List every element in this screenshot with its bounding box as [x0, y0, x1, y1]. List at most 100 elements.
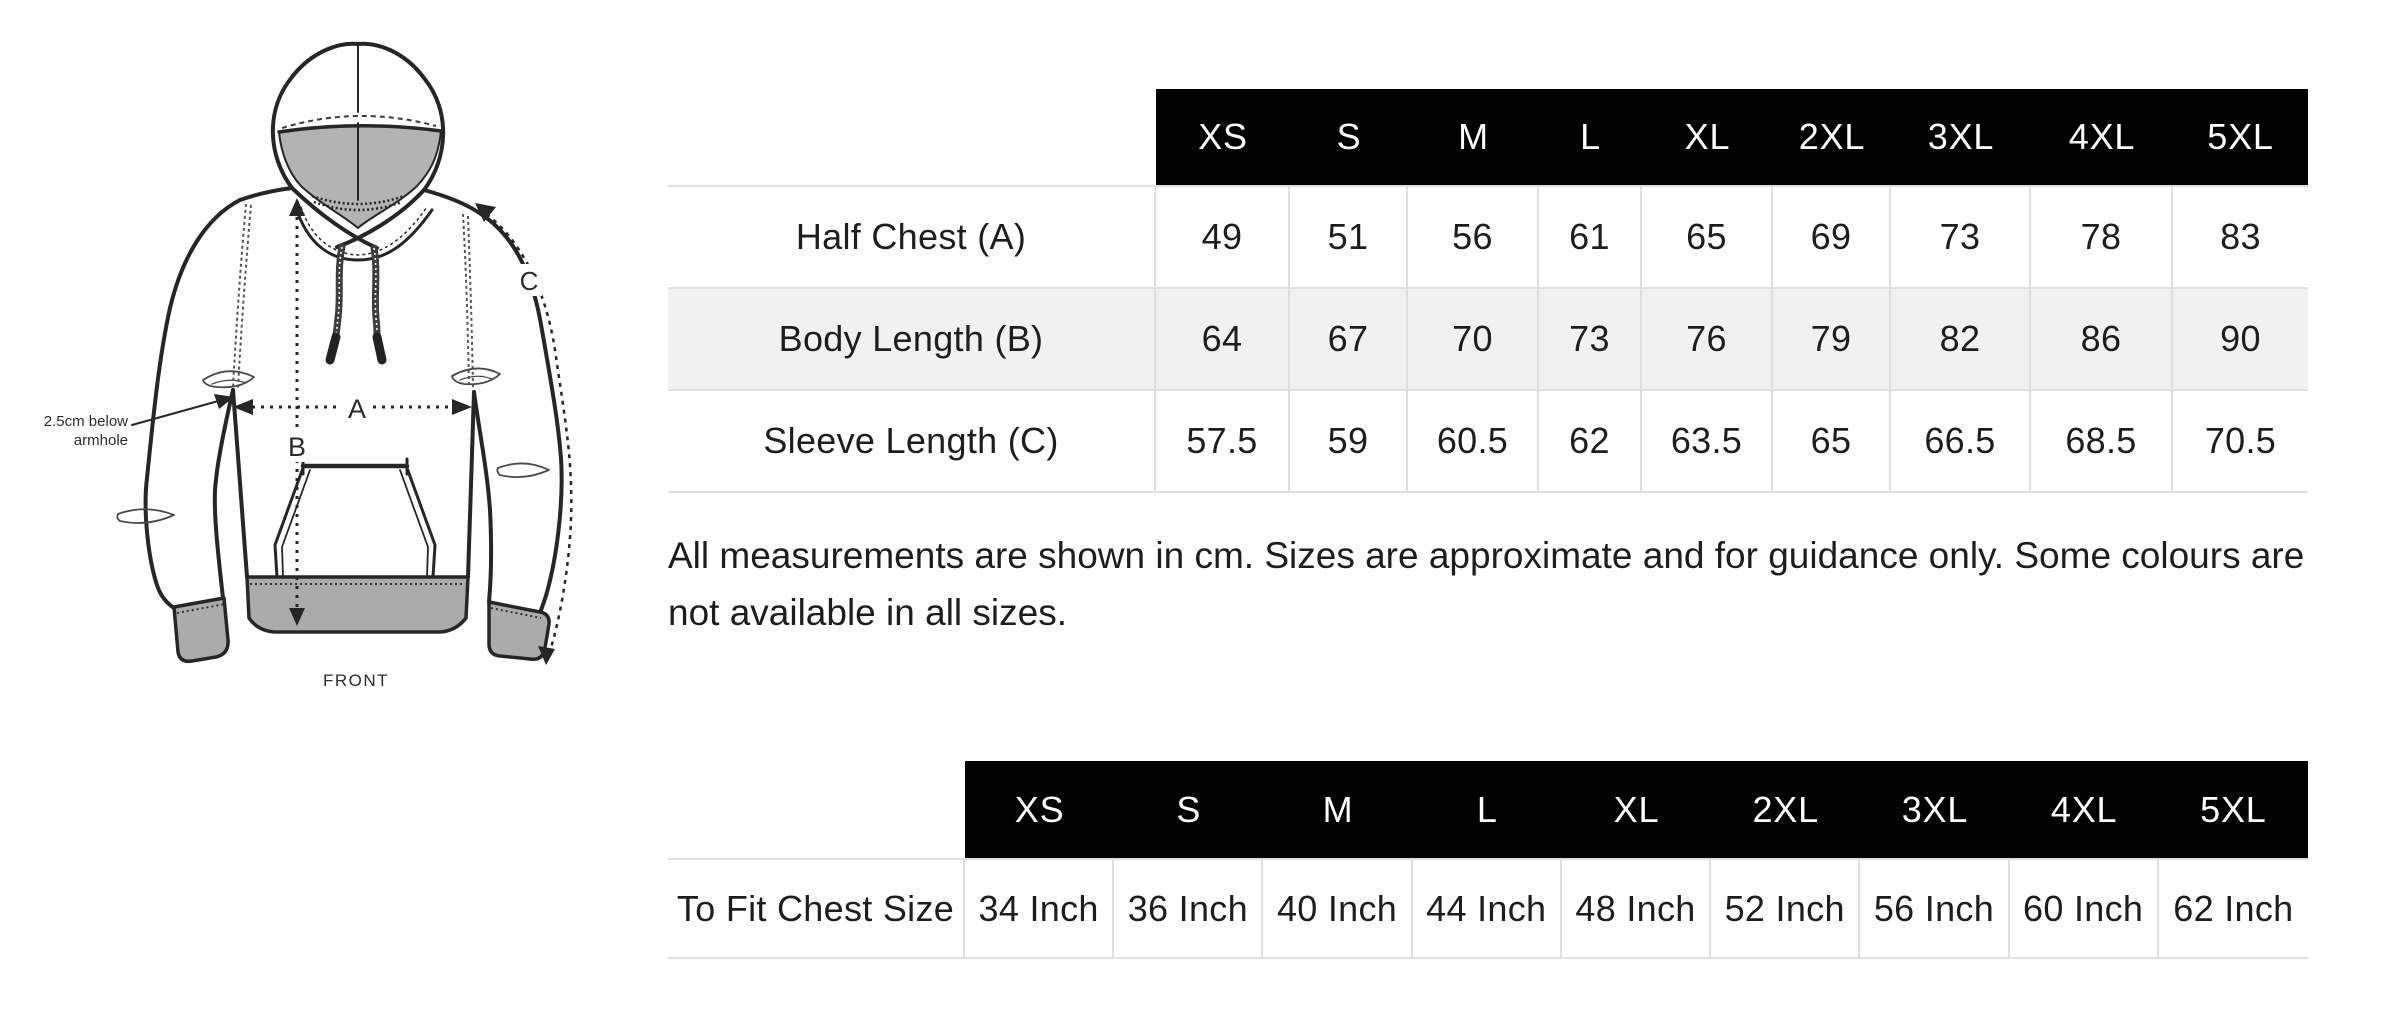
- size-col-header-xl: XL: [1561, 761, 1712, 858]
- chest-size-cell: 62 Inch: [2173, 887, 2294, 929]
- size-col-header-m: M: [1263, 761, 1413, 858]
- measurement-cell: 63.5: [1642, 391, 1773, 491]
- right-armpit-fold2: [459, 375, 493, 381]
- sleeve-length-row: Sleeve Length (C) 57.5 59 60.5 62 63.5 6…: [668, 389, 2308, 493]
- size-col-header-l: L: [1412, 761, 1562, 858]
- right-cuff-stitch: [490, 607, 542, 619]
- measure-c-label: C: [520, 266, 539, 296]
- hood-rim: [277, 123, 443, 134]
- size-col-header-xs: XS: [965, 761, 1115, 858]
- size-col-header-4xl: 4XL: [2009, 761, 2159, 858]
- size-col-header-m: M: [1408, 89, 1539, 185]
- hoodie-body: [233, 188, 478, 577]
- right-armpit-fold: [451, 367, 501, 386]
- chest-size-cell: 56 Inch: [1860, 860, 2010, 957]
- half-chest-row: Half Chest (A) 49 51 56 61 65 69 73 78 8…: [668, 185, 2308, 287]
- measurement-cell: 90: [2220, 318, 2261, 359]
- right-cuff: [487, 600, 551, 662]
- size-col-header-xs: XS: [1156, 89, 1290, 185]
- measurement-cell: 65: [1773, 391, 1891, 491]
- measurement-cell: 64: [1156, 289, 1290, 389]
- armhole-leader-arrow: [214, 394, 234, 409]
- armhole-note-line1: 2.5cm below: [44, 413, 128, 430]
- row-label: Body Length (B): [668, 289, 1156, 389]
- measure-c-arrow-top: [475, 203, 496, 222]
- right-drawstring-texture: [373, 247, 378, 335]
- chest-size-cell: 52 Inch: [1711, 860, 1861, 957]
- hood-outline: [270, 41, 446, 192]
- measure-b-label-bg: [283, 428, 311, 462]
- pocket-left-slant-stitch: [281, 469, 311, 578]
- measure-b-label: B: [288, 432, 306, 462]
- right-side-seam: [466, 390, 476, 579]
- sizing-note: All measurements are shown in cm. Sizes …: [668, 527, 2368, 641]
- chest-size-cell: 60 Inch: [2010, 860, 2159, 957]
- measurement-cell: 82: [1891, 289, 2031, 389]
- measurement-cell: 83: [2220, 216, 2261, 257]
- to-fit-chest-row: To Fit Chest Size 34 Inch 36 Inch 40 Inc…: [668, 858, 2308, 959]
- chest-table-header-spacer: [668, 761, 965, 858]
- measurement-cell: 57.5: [1156, 391, 1290, 491]
- pocket-right-slant-stitch: [399, 469, 429, 578]
- right-armhole-stitch2: [462, 213, 470, 389]
- size-col-header-2xl: 2XL: [1711, 761, 1861, 858]
- left-drawstring-tip: [325, 332, 341, 365]
- measure-a-arrow-left: [233, 399, 253, 415]
- right-sleeve-fold: [496, 462, 550, 479]
- size-col-header-2xl: 2XL: [1773, 89, 1891, 185]
- row-label: To Fit Chest Size: [668, 860, 965, 957]
- measurement-cell: 78: [2031, 187, 2173, 287]
- right-sleeve-inner: [472, 390, 494, 604]
- measure-a-label: A: [348, 394, 366, 424]
- hoodie-measurement-diagram: A B C 2.5cm below armhole FRONT: [44, 41, 573, 690]
- measurement-cell: 73: [1539, 289, 1642, 389]
- left-armpit-fold2: [211, 379, 247, 385]
- cm-measurements-table: XS S M L XL 2XL 3XL 4XL 5XL Half Chest (…: [668, 89, 2308, 493]
- chest-size-cell: 48 Inch: [1562, 860, 1712, 957]
- measurement-cell: 49: [1156, 187, 1290, 287]
- measurement-cell: 67: [1290, 289, 1408, 389]
- row-label: Half Chest (A): [668, 187, 1156, 287]
- armhole-leader-line: [131, 399, 223, 426]
- front-label: FRONT: [323, 671, 389, 690]
- chest-size-table: XS S M L XL 2XL 3XL 4XL 5XL To Fit Chest…: [668, 761, 2308, 959]
- size-col-header-5xl: 5XL: [2158, 761, 2308, 858]
- cm-table-header-spacer: [668, 89, 1156, 185]
- measurement-cell: 51: [1290, 187, 1408, 287]
- measurement-cell: 70.5: [2204, 420, 2277, 461]
- measurement-cell: 73: [1891, 187, 2031, 287]
- measurement-cell: 86: [2031, 289, 2173, 389]
- measurement-cell: 56: [1408, 187, 1539, 287]
- measure-c-label-bg: [516, 264, 542, 296]
- armhole-note-line2: armhole: [74, 432, 128, 449]
- measurement-cell: 62: [1539, 391, 1642, 491]
- chest-size-cell: 44 Inch: [1413, 860, 1562, 957]
- measurement-cell: 59: [1290, 391, 1408, 491]
- size-col-header-4xl: 4XL: [2031, 89, 2173, 185]
- body-length-row: Body Length (B) 64 67 70 73 76 79 82 86 …: [668, 287, 2308, 389]
- right-drawstring-tip: [372, 332, 387, 365]
- hood-lining-hem-stitch: [311, 194, 405, 206]
- size-col-header-s: S: [1114, 761, 1264, 858]
- hood-crown-stitch: [281, 114, 437, 129]
- size-col-header-xl: XL: [1642, 89, 1773, 185]
- measurement-cell: 76: [1642, 289, 1773, 389]
- cm-table-header-row: XS S M L XL 2XL 3XL 4XL 5XL: [668, 89, 2308, 185]
- measurement-cell: 70: [1408, 289, 1539, 389]
- measure-b-arrow-bottom: [289, 608, 305, 626]
- left-cuff-stitch: [176, 603, 226, 614]
- left-armhole-stitch2: [237, 204, 252, 389]
- left-sleeve-outer: [143, 198, 242, 610]
- chest-table-header-row: XS S M L XL 2XL 3XL 4XL 5XL: [668, 761, 2308, 858]
- size-col-header-l: L: [1539, 89, 1642, 185]
- chest-size-cell: 40 Inch: [1263, 860, 1413, 957]
- left-armpit-fold: [202, 370, 255, 389]
- hood-lining-hem-stitch2: [313, 200, 403, 212]
- sizing-note-line1: All measurements are shown in cm. Sizes …: [668, 535, 2305, 576]
- size-col-header-5xl: 5XL: [2173, 89, 2308, 185]
- hood-cross-right: [335, 188, 426, 249]
- left-drawstring-texture: [335, 246, 343, 335]
- measure-b-arrow-top: [289, 198, 305, 216]
- left-side-seam: [231, 388, 249, 579]
